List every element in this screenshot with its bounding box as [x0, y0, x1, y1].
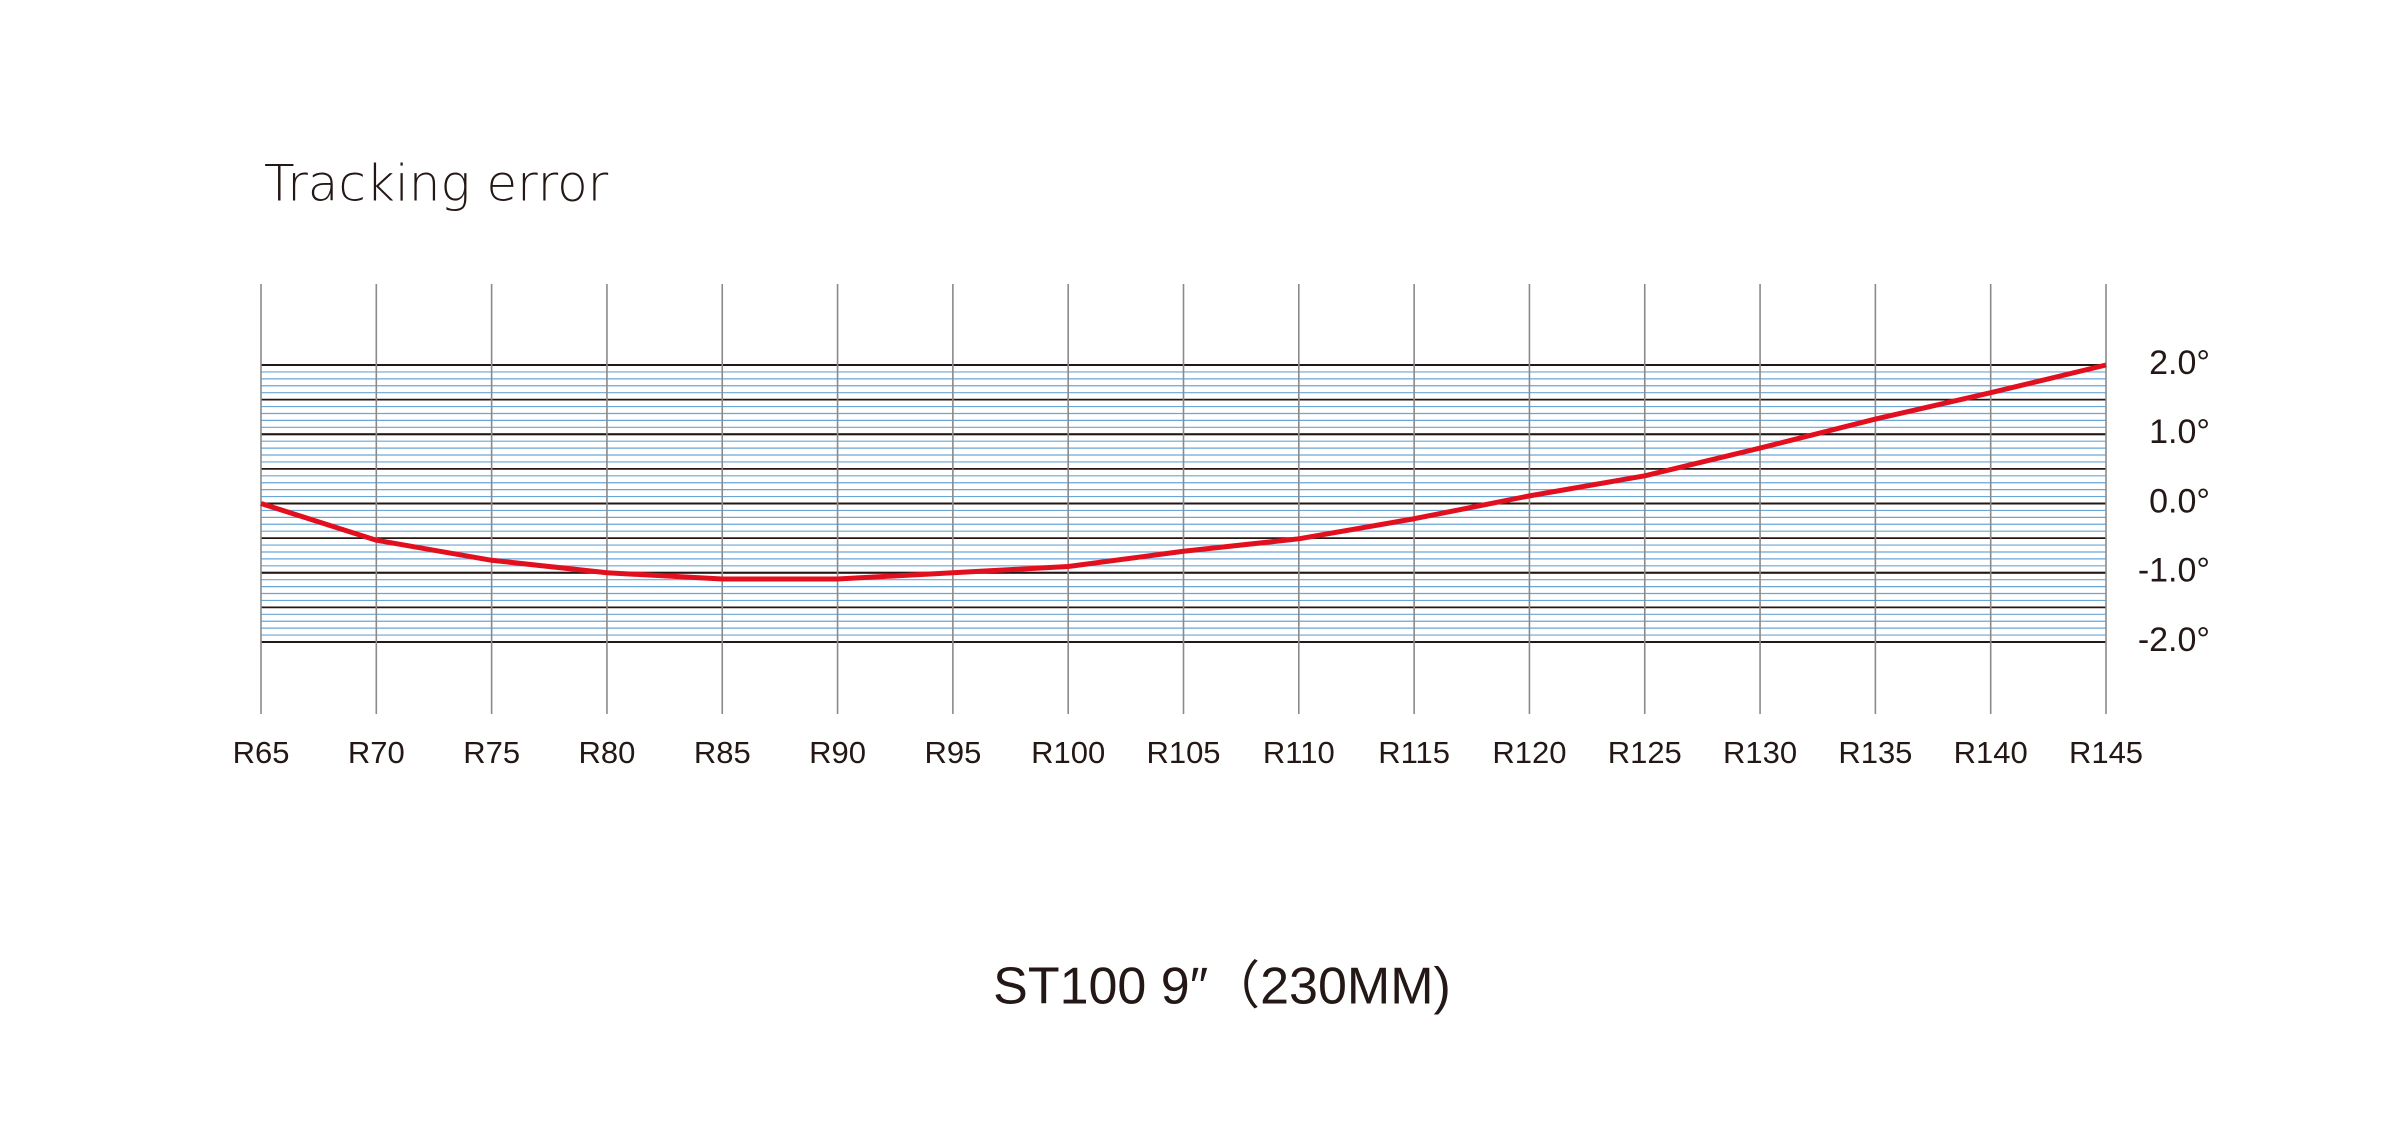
- x-tick-label: R85: [694, 735, 751, 770]
- y-tick-label: 0.0°: [2149, 482, 2210, 520]
- x-tick-label: R130: [1723, 735, 1797, 770]
- data-line: [260, 362, 2107, 582]
- x-tick-label: R140: [1954, 735, 2028, 770]
- y-tick-label: 2.0°: [2149, 344, 2210, 382]
- grid: [260, 284, 2107, 714]
- y-tick-label: 1.0°: [2149, 413, 2210, 451]
- x-tick-label: R135: [1838, 735, 1912, 770]
- x-tick-label: R75: [463, 735, 520, 770]
- x-tick-label: R105: [1146, 735, 1220, 770]
- chart-subtitle: ST100 9″（230MM): [993, 958, 1451, 1016]
- x-tick-label: R80: [579, 735, 636, 770]
- x-tick-label: R100: [1031, 735, 1105, 770]
- x-tick-label: R110: [1263, 735, 1335, 770]
- y-tick-label: -1.0°: [2138, 552, 2210, 590]
- x-tick-label: R120: [1492, 735, 1566, 770]
- x-tick-label: R95: [924, 735, 981, 770]
- x-tick-label: R70: [348, 735, 405, 770]
- x-tick-label: R65: [233, 735, 290, 770]
- x-tick-label: R145: [2069, 735, 2143, 770]
- x-tick-label: R125: [1608, 735, 1682, 770]
- chart-title: Tracking error: [264, 155, 609, 213]
- y-tick-label: -2.0°: [2138, 621, 2210, 659]
- plot: 2.0° 1.0° 0.0° -1.0° -2.0° R65 R70 R75 R80 R85 R90…: [233, 344, 2210, 770]
- x-tick-label: R115: [1378, 735, 1450, 770]
- x-tick-label: R90: [809, 735, 866, 770]
